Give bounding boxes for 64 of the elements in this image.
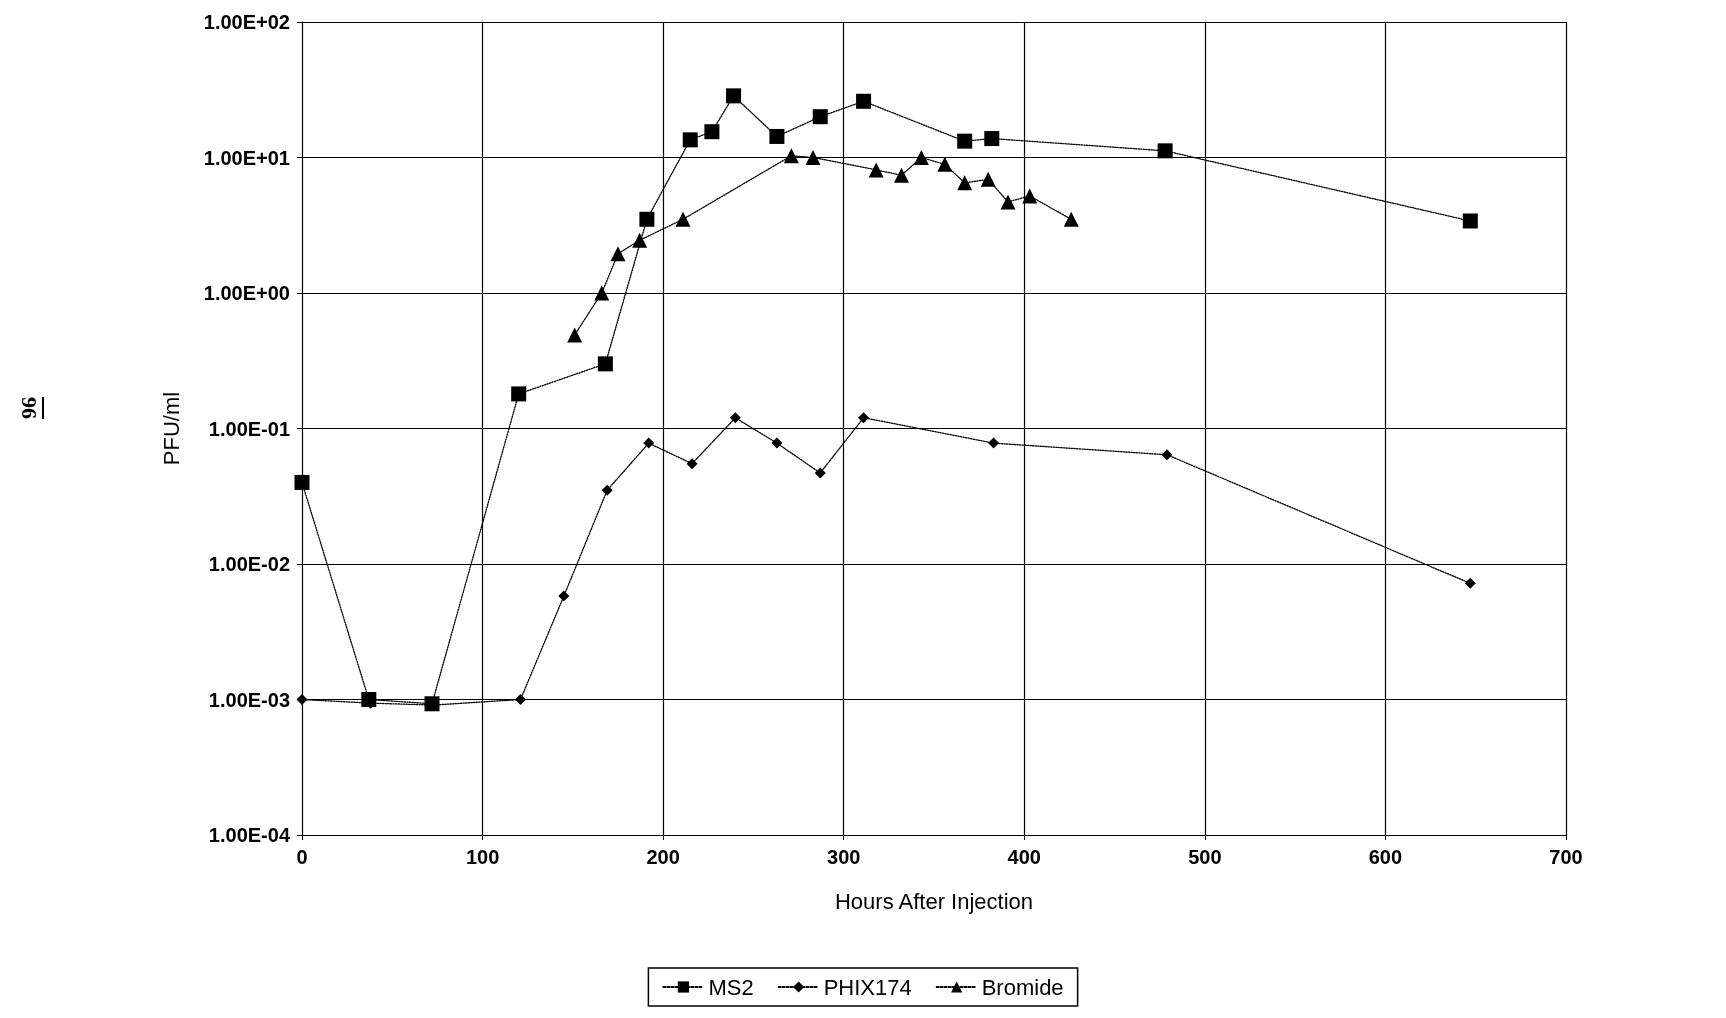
point (868, 162, 884, 178)
point (675, 211, 691, 227)
point (1464, 577, 1476, 589)
y-axis-title: PFU/ml (158, 391, 184, 466)
y-tick-label: 1.00E+00 (203, 282, 290, 304)
point (858, 412, 870, 424)
point (729, 412, 741, 424)
point (601, 484, 613, 496)
point (726, 88, 742, 104)
point (1161, 449, 1173, 461)
x-tick-label: 0 (296, 846, 308, 868)
point (1157, 143, 1173, 159)
point (597, 356, 613, 372)
point (643, 437, 655, 449)
point (567, 327, 583, 343)
point (957, 175, 973, 191)
point (812, 109, 828, 125)
x-tick-label: 300 (827, 846, 861, 868)
point (1063, 211, 1079, 227)
y-tick-label: 1.00E+01 (203, 146, 290, 169)
point (894, 167, 909, 183)
point (783, 148, 799, 164)
point (769, 128, 785, 144)
point (1022, 188, 1038, 204)
point (937, 156, 953, 172)
x-tick-label: 100 (465, 846, 500, 868)
point (594, 285, 610, 301)
point (1462, 213, 1478, 229)
point (294, 474, 310, 490)
point (957, 133, 973, 149)
point (514, 694, 526, 705)
y-tick-label: 1.00E-04 (208, 824, 291, 846)
point (913, 150, 929, 165)
point (704, 124, 720, 140)
point (686, 458, 698, 470)
point (296, 694, 308, 705)
point (988, 437, 1000, 449)
legend-label: PHIX174 (823, 974, 912, 1000)
y-tick-label: 1.00E-01 (208, 417, 290, 440)
point (1000, 194, 1016, 210)
point (632, 232, 648, 248)
point (814, 467, 826, 479)
x-tick-label: 200 (646, 846, 680, 868)
point (610, 246, 626, 262)
x-tick-label: 400 (1007, 846, 1041, 868)
point (558, 590, 570, 602)
x-axis-title: Hours After Injection (834, 888, 1034, 914)
point (639, 211, 655, 227)
y-tick-label: 1.00E-03 (208, 688, 290, 711)
point (511, 386, 527, 402)
point (682, 132, 698, 148)
legend-label: Bromide (981, 974, 1064, 1000)
point (984, 131, 1000, 147)
point (771, 437, 783, 449)
point (980, 171, 996, 187)
point (856, 93, 872, 109)
legend-label: MS2 (708, 974, 754, 1000)
page-number: 96 (16, 397, 42, 419)
x-tick-label: 500 (1188, 846, 1222, 868)
y-tick-label: 1.00E-02 (208, 553, 290, 575)
x-tick-label: 700 (1549, 846, 1583, 868)
point (805, 150, 821, 165)
y-tick-label: 1.00E+02 (203, 11, 290, 33)
x-tick-label: 600 (1368, 846, 1403, 868)
